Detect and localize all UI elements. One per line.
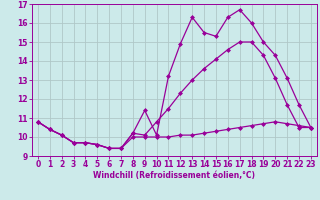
X-axis label: Windchill (Refroidissement éolien,°C): Windchill (Refroidissement éolien,°C) <box>93 171 255 180</box>
